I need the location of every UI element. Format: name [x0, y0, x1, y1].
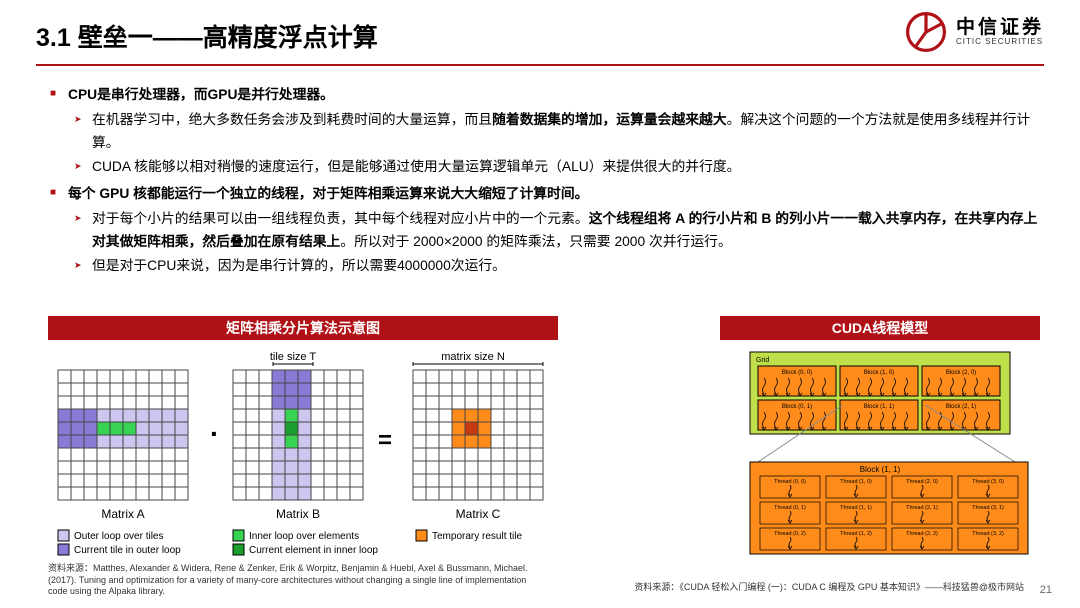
- source-left: 资料来源：Matthes, Alexander & Widera, Rene &…: [48, 563, 548, 598]
- svg-text:Block (0, 1): Block (0, 1): [782, 404, 812, 410]
- bullet-2b: 但是对于CPU来说，因为是串行计算的，所以需要4000000次运行。: [50, 255, 1044, 278]
- figure-right: Grid Block (0, 0) Block (1, 0) Block (2, 0…: [720, 350, 1040, 565]
- svg-text:Thread (1, 1): Thread (1, 1): [840, 505, 872, 511]
- svg-text:Thread (3, 0): Thread (3, 0): [972, 479, 1004, 485]
- svg-text:Thread (0, 0): Thread (0, 0): [774, 479, 806, 485]
- figure-left: tile size T matrix size N Matrix: [48, 348, 558, 563]
- svg-text:Thread (0, 1): Thread (0, 1): [774, 505, 806, 511]
- logo-en: CITIC SECURITIES: [956, 38, 1044, 46]
- svg-text:Temporary result tile: Temporary result tile: [432, 531, 522, 542]
- svg-text:Block (0, 0): Block (0, 0): [782, 370, 812, 376]
- svg-text:Matrix C: Matrix C: [456, 507, 501, 521]
- svg-text:Thread (1, 2): Thread (1, 2): [840, 531, 872, 537]
- svg-text:Block (1, 1): Block (1, 1): [860, 465, 901, 474]
- bullet-2a: 对于每个小片的结果可以由一组线程负责，其中每个线程对应小片中的一个元素。这个线程…: [50, 208, 1044, 254]
- svg-text:Current element in inner loop: Current element in inner loop: [249, 545, 378, 556]
- bullet-1b: CUDA 核能够以相对稍慢的速度运行，但是能够通过使用大量运算逻辑单元（ALU）…: [50, 156, 1044, 179]
- svg-text:Inner loop over elements: Inner loop over elements: [249, 531, 359, 542]
- svg-text:Block (1, 0): Block (1, 0): [864, 370, 894, 376]
- svg-text:Thread (3, 2): Thread (3, 2): [972, 531, 1004, 537]
- svg-text:Matrix A: Matrix A: [101, 507, 144, 521]
- svg-text:Grid: Grid: [756, 357, 769, 364]
- logo-cn: 中信证券: [956, 18, 1044, 38]
- logo: 中信证券 CITIC SECURITIES: [906, 12, 1044, 52]
- bullet-2: 每个 GPU 核都能运行一个独立的线程，对于矩阵相乘运算来说大大缩短了计算时间。: [50, 183, 1044, 206]
- svg-text:Matrix B: Matrix B: [276, 507, 320, 521]
- svg-text:Outer loop over tiles: Outer loop over tiles: [74, 531, 164, 542]
- page-number: 21: [1040, 584, 1052, 596]
- citic-logo-icon: [906, 12, 946, 52]
- figure-right-title: CUDA线程模型: [720, 316, 1040, 340]
- svg-text:Thread (1, 0): Thread (1, 0): [840, 479, 872, 485]
- svg-text:Thread (0, 2): Thread (0, 2): [774, 531, 806, 537]
- figure-left-title: 矩阵相乘分片算法示意图: [48, 316, 558, 340]
- svg-text:Thread (2, 2): Thread (2, 2): [906, 531, 938, 537]
- bullet-1a: 在机器学习中，绝大多数任务会涉及到耗费时间的大量运算，而且随着数据集的增加，运算…: [50, 109, 1044, 155]
- body-text: CPU是串行处理器，而GPU是并行处理器。 在机器学习中，绝大多数任务会涉及到耗…: [50, 80, 1044, 280]
- svg-text:Block (2, 1): Block (2, 1): [946, 404, 976, 410]
- svg-text:Thread (2, 0): Thread (2, 0): [906, 479, 938, 485]
- svg-text:Thread (2, 1): Thread (2, 1): [906, 505, 938, 511]
- matrix-size-label: matrix size N: [441, 351, 505, 363]
- svg-text:·: ·: [210, 418, 219, 449]
- svg-text:Current tile in outer loop: Current tile in outer loop: [74, 545, 181, 556]
- header-rule: [36, 64, 1044, 66]
- tile-size-label: tile size T: [270, 351, 317, 363]
- bullet-1: CPU是串行处理器，而GPU是并行处理器。: [50, 84, 1044, 107]
- svg-text:=: =: [378, 427, 392, 454]
- source-right: 资料来源：《CUDA 轻松入门编程 (一)：CUDA C 编程及 GPU 基本知…: [634, 582, 1024, 594]
- svg-text:Thread (3, 1): Thread (3, 1): [972, 505, 1004, 511]
- svg-text:Block (2, 0): Block (2, 0): [946, 370, 976, 376]
- page-title: 3.1 壁垒一——高精度浮点计算: [36, 18, 1044, 54]
- svg-text:Block (1, 1): Block (1, 1): [864, 404, 894, 410]
